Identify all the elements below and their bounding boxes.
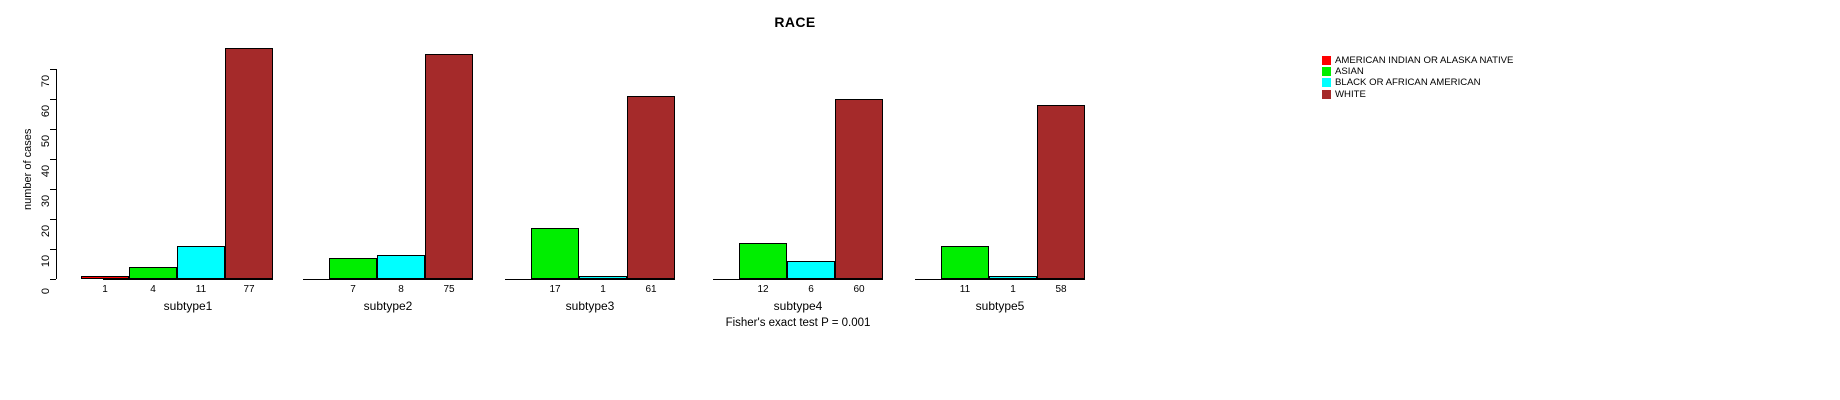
group-baseline (303, 279, 473, 280)
bar-value-label: 6 (808, 284, 814, 295)
bar-value-label: 11 (959, 284, 971, 295)
group-label: subtype4 (773, 299, 823, 313)
y-axis-tick-label: 10 (40, 254, 52, 268)
bar[interactable] (377, 255, 425, 279)
y-axis-tick (50, 159, 56, 160)
bar[interactable] (81, 276, 129, 279)
bar-value-label: 1 (1010, 284, 1016, 295)
bar[interactable] (1037, 105, 1085, 279)
legend-color-swatch (1322, 78, 1331, 88)
chart-caption: Fisher's exact test P = 0.001 (725, 317, 871, 329)
group-label: subtype1 (163, 299, 213, 313)
legend-item-label: WHITE (1335, 88, 1366, 100)
bar[interactable] (129, 267, 177, 279)
bar-value-label: 4 (150, 284, 156, 295)
bar-value-label: 77 (243, 284, 255, 295)
bar-value-label: 58 (1055, 284, 1067, 295)
bar[interactable] (579, 276, 627, 279)
bar[interactable] (835, 99, 883, 279)
legend-item-label: ASIAN (1335, 66, 1364, 78)
y-axis-tick (50, 249, 56, 250)
group-baseline (103, 279, 273, 280)
y-axis-label: number of cases (22, 128, 34, 210)
bar[interactable] (329, 258, 377, 279)
bar[interactable] (989, 276, 1037, 279)
y-axis-tick (50, 219, 56, 220)
legend-color-swatch (1322, 89, 1331, 99)
bar-value-label: 17 (549, 284, 561, 295)
y-axis-tick (50, 69, 56, 70)
legend-item[interactable]: WHITE (1322, 89, 1513, 100)
bar[interactable] (941, 246, 989, 279)
bar-value-label: 11 (195, 284, 207, 295)
bar-value-label: 8 (398, 284, 404, 295)
bar-value-label: 61 (645, 284, 657, 295)
y-axis-tick (50, 279, 56, 280)
legend-item[interactable]: AMERICAN INDIAN OR ALASKA NATIVE (1322, 55, 1513, 66)
chart-legend: AMERICAN INDIAN OR ALASKA NATIVE ASIAN BLA… (1322, 55, 1513, 100)
bar-value-label: 1 (102, 284, 108, 295)
group-baseline (713, 279, 883, 280)
y-axis-line (56, 69, 57, 279)
bar-value-label: 75 (443, 284, 455, 295)
y-axis-tick-label: 20 (40, 224, 52, 238)
legend-item[interactable]: ASIAN (1322, 66, 1513, 77)
bar[interactable] (225, 48, 273, 279)
bar[interactable] (177, 246, 225, 279)
chart-title: RACE (774, 14, 816, 30)
legend-item-label: AMERICAN INDIAN OR ALASKA NATIVE (1335, 55, 1514, 67)
bar-value-label: 60 (853, 284, 865, 295)
bar[interactable] (531, 228, 579, 279)
y-axis-tick-label: 70 (40, 74, 52, 88)
y-axis-tick-label: 50 (40, 134, 52, 148)
bar-value-label: 12 (757, 284, 769, 295)
group-baseline (915, 279, 1085, 280)
legend-color-swatch (1322, 67, 1331, 77)
y-axis-tick-label: 60 (40, 104, 52, 118)
group-baseline (505, 279, 675, 280)
group-label: subtype5 (975, 299, 1025, 313)
y-axis-tick-label: 0 (40, 287, 52, 295)
y-axis-tick-label: 30 (40, 194, 52, 208)
bar[interactable] (425, 54, 473, 279)
bar-value-label: 7 (350, 284, 356, 295)
bar[interactable] (739, 243, 787, 279)
y-axis-tick (50, 99, 56, 100)
bar-value-label: 1 (600, 284, 606, 295)
group-label: subtype3 (565, 299, 615, 313)
bar[interactable] (627, 96, 675, 279)
legend-item-label: BLACK OR AFRICAN AMERICAN (1335, 77, 1481, 89)
legend-item[interactable]: BLACK OR AFRICAN AMERICAN (1322, 77, 1513, 88)
bar[interactable] (787, 261, 835, 279)
group-label: subtype2 (363, 299, 413, 313)
y-axis-tick (50, 189, 56, 190)
y-axis-tick (50, 129, 56, 130)
legend-color-swatch (1322, 56, 1331, 66)
y-axis-tick-label: 40 (40, 164, 52, 178)
